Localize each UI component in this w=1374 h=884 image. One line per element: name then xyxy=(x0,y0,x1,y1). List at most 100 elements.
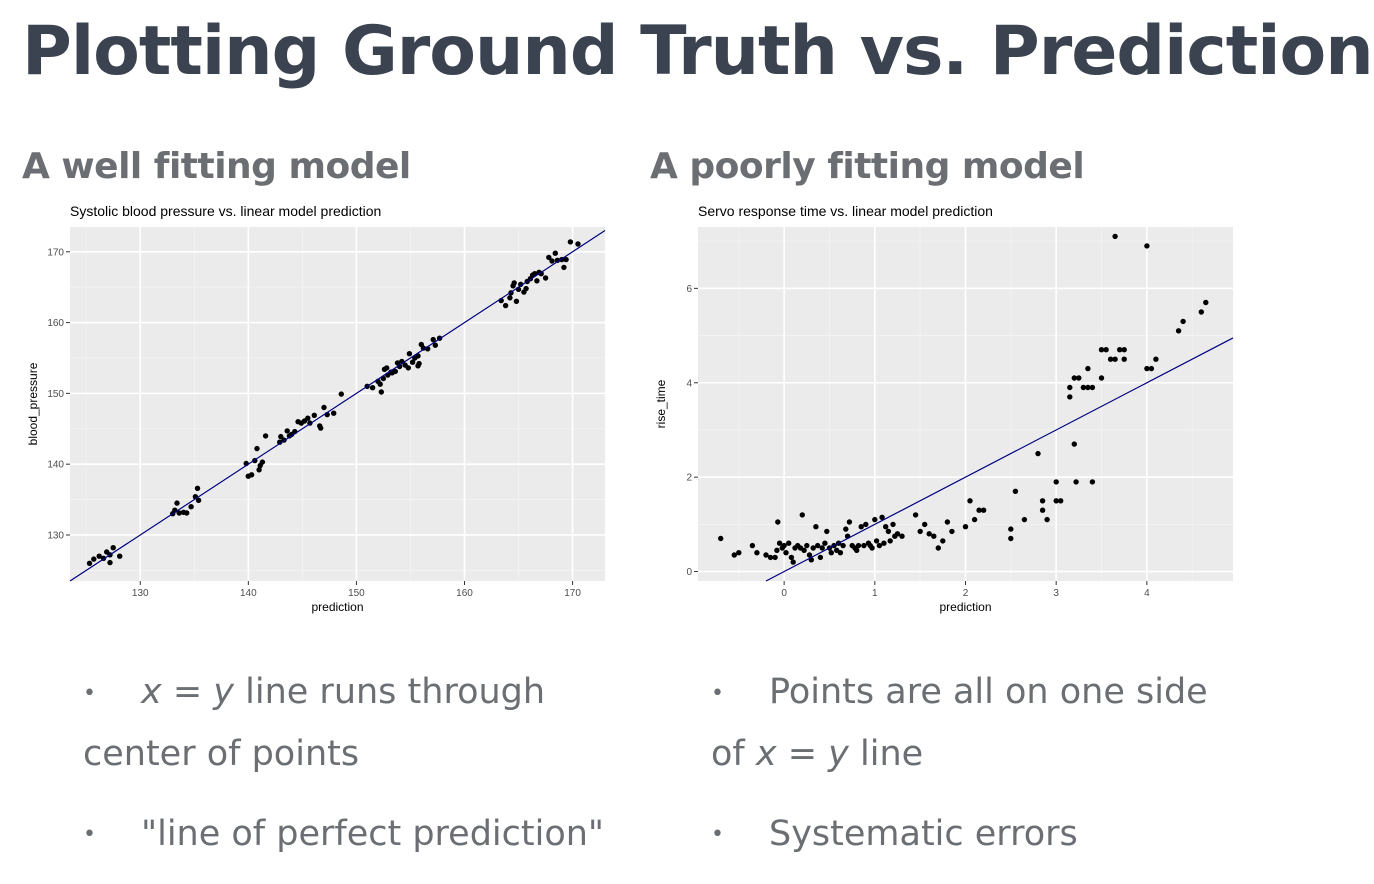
data-point xyxy=(305,415,311,421)
data-point xyxy=(86,560,93,566)
data-point xyxy=(828,550,834,556)
x-tick-label: 150 xyxy=(348,588,365,599)
data-point xyxy=(188,504,194,510)
data-point xyxy=(1089,384,1096,391)
y-tick-label: 0 xyxy=(686,567,692,578)
data-point xyxy=(416,360,422,367)
y-tick-label: 2 xyxy=(686,473,692,484)
data-point xyxy=(513,298,520,304)
data-point xyxy=(786,540,792,546)
data-point xyxy=(767,554,774,561)
data-point xyxy=(96,553,102,559)
bullet-text-line2: center of points xyxy=(83,733,360,774)
y-tick-label: 130 xyxy=(47,530,64,541)
data-point xyxy=(254,445,260,452)
var-x: x xyxy=(755,733,777,774)
y-tick-label: 140 xyxy=(47,460,64,471)
data-point xyxy=(409,359,416,365)
data-point xyxy=(806,552,813,558)
data-point xyxy=(1098,347,1105,353)
bullet-text: "line of perfect prediction" xyxy=(141,813,605,854)
blood-pressure-chart: Systolic blood pressure vs. linear model… xyxy=(18,196,618,621)
data-point xyxy=(731,552,737,558)
data-point xyxy=(754,550,760,556)
x-tick-label: 1 xyxy=(872,588,878,599)
data-point xyxy=(869,545,875,551)
data-point xyxy=(949,528,955,535)
data-point xyxy=(819,545,825,551)
y-tick-label: 6 xyxy=(686,284,692,295)
x-axis-label: prediction xyxy=(311,600,363,614)
data-point xyxy=(788,554,795,561)
data-point xyxy=(855,542,862,549)
data-point xyxy=(575,241,581,247)
data-point xyxy=(772,554,778,561)
bullet-systematic-errors: • Systematic errors xyxy=(711,804,1331,866)
data-point xyxy=(840,542,846,549)
data-point xyxy=(1117,347,1123,353)
data-point xyxy=(1073,479,1079,485)
data-point xyxy=(518,281,524,287)
data-point xyxy=(1148,365,1155,372)
x-tick-label: 0 xyxy=(781,588,787,599)
data-point xyxy=(872,516,878,523)
data-point xyxy=(736,550,742,556)
data-point xyxy=(881,540,887,546)
data-point xyxy=(538,271,544,277)
data-point xyxy=(563,256,569,263)
data-point xyxy=(554,257,561,263)
servo-rise-time-chart: Servo response time vs. linear model pre… xyxy=(646,196,1246,621)
data-point xyxy=(879,514,885,520)
data-point xyxy=(1089,479,1096,485)
data-point xyxy=(567,239,574,245)
data-point xyxy=(561,264,567,271)
data-point xyxy=(799,512,805,518)
data-point xyxy=(1076,375,1082,381)
data-point xyxy=(1067,394,1073,400)
x-tick-label: 170 xyxy=(564,588,581,599)
data-point xyxy=(195,497,202,503)
data-point xyxy=(774,547,780,553)
data-point xyxy=(338,391,344,397)
bullet-text: Points are all on one side xyxy=(769,672,1208,712)
data-point xyxy=(922,521,928,528)
slide-title: Plotting Ground Truth vs. Predictions xyxy=(22,12,1374,91)
data-point xyxy=(549,258,555,264)
var-x: x xyxy=(141,672,162,712)
data-point xyxy=(815,542,821,549)
data-point xyxy=(1071,441,1077,447)
data-point xyxy=(749,542,756,549)
data-point xyxy=(967,498,973,504)
data-point xyxy=(718,535,724,542)
data-point xyxy=(971,516,978,523)
var-y: y xyxy=(213,672,235,712)
data-point xyxy=(783,550,789,556)
data-point xyxy=(1080,384,1087,391)
x-tick-label: 160 xyxy=(456,588,473,599)
chart-title: Servo response time vs. linear model pre… xyxy=(698,203,993,219)
bullet-xy-line-center: • x = y line runs through center of points xyxy=(83,662,643,785)
data-point xyxy=(775,519,781,525)
y-axis-label: blood_pressure xyxy=(26,362,40,445)
data-point xyxy=(843,526,849,532)
data-point xyxy=(931,533,937,539)
data-point xyxy=(430,336,436,343)
perfect-prediction-line xyxy=(69,230,606,582)
data-point xyxy=(935,545,941,551)
bullet-dot: • xyxy=(711,822,724,847)
y-axis-label: rise_time xyxy=(654,379,668,428)
x-axis-label: prediction xyxy=(939,600,991,614)
data-point xyxy=(377,381,383,387)
bullet-dot: • xyxy=(83,680,96,706)
data-point xyxy=(369,385,376,391)
data-point xyxy=(940,538,946,544)
data-point xyxy=(944,519,951,525)
data-point xyxy=(405,365,411,371)
data-point xyxy=(890,521,896,528)
bullet-text: line runs through xyxy=(234,672,546,712)
data-point xyxy=(1203,299,1209,306)
data-point xyxy=(873,538,880,544)
poorly-fitting-bullets: • Points are all on one side of x = y line… xyxy=(711,662,1331,884)
bullet-perfect-prediction: • "line of perfect prediction" xyxy=(83,804,643,866)
chart-title: Systolic blood pressure vs. linear model… xyxy=(70,203,381,219)
